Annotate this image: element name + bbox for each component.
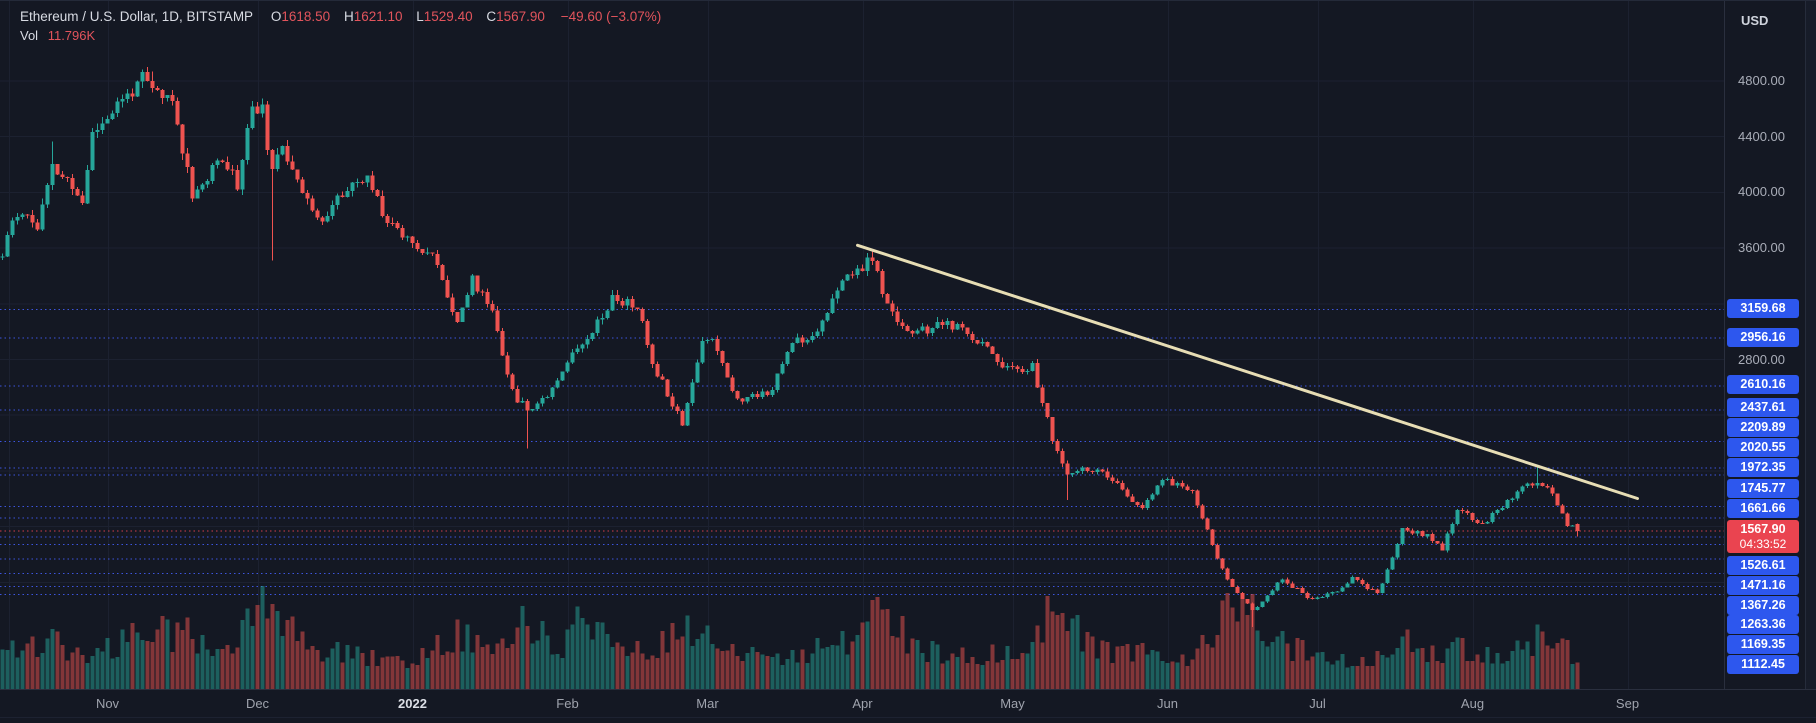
chart-legend: Ethereum / U.S. Dollar, 1D, BITSTAMP O16… xyxy=(20,9,661,43)
price-axis-label: 4000.00 xyxy=(1738,184,1785,200)
time-axis-label: Feb xyxy=(556,696,579,711)
price-axis-label: 4800.00 xyxy=(1738,73,1785,88)
time-axis-label-year: 2022 xyxy=(398,696,427,711)
price-axis-label: 3600.00 xyxy=(1738,240,1785,256)
symbol-row: Ethereum / U.S. Dollar, 1D, BITSTAMP O16… xyxy=(20,9,661,24)
time-axis-label: Jul xyxy=(1309,696,1326,711)
current-price-value: 1567.90 xyxy=(1740,522,1786,536)
time-axis-divider xyxy=(0,717,1816,718)
time-axis-label: Aug xyxy=(1460,696,1485,711)
price-level-badge[interactable]: 2610.16 xyxy=(1727,374,1799,394)
volume-value: 11.796K xyxy=(47,28,96,43)
price-level-badge[interactable]: 2437.61 xyxy=(1727,397,1799,417)
price-level-badge[interactable]: 1169.35 xyxy=(1727,634,1799,654)
price-level-badge[interactable]: 2209.89 xyxy=(1727,417,1799,437)
time-axis-label: Jun xyxy=(1157,696,1178,711)
close-value: C1567.90 xyxy=(486,9,545,24)
price-axis-label: 2800.00 xyxy=(1738,351,1785,367)
open-value: O1618.50 xyxy=(270,9,331,24)
price-level-badge[interactable]: 1471.16 xyxy=(1727,575,1799,595)
price-level-badge[interactable]: 2020.55 xyxy=(1727,437,1799,457)
trendline[interactable] xyxy=(856,243,1639,500)
time-axis-label: Nov xyxy=(95,696,120,711)
low-value: L1529.40 xyxy=(416,9,473,24)
time-axis[interactable]: Nov Dec 2022 Feb Mar Apr May Jun Jul Aug Sep xyxy=(0,689,1816,723)
price-change: −49.60 (−3.07%) xyxy=(560,9,662,24)
time-axis-label: Dec xyxy=(245,696,270,711)
time-axis-label: Sep xyxy=(1615,696,1640,711)
current-price-badge[interactable]: 1567.90 04:33:52 xyxy=(1727,520,1799,553)
price-axis-scroll-strip[interactable] xyxy=(1805,1,1816,689)
grid-lines-group xyxy=(0,1,1724,689)
high-value: H1621.10 xyxy=(343,9,403,24)
time-axis-label: Mar xyxy=(696,696,719,711)
price-level-badge[interactable]: 1661.66 xyxy=(1727,498,1799,518)
price-level-badge[interactable]: 3159.68 xyxy=(1727,298,1799,318)
price-level-badge[interactable]: 1972.35 xyxy=(1727,457,1799,477)
time-axis-label: May xyxy=(1000,696,1025,711)
volume-bars-group xyxy=(0,585,1580,689)
price-level-badge[interactable]: 2956.16 xyxy=(1727,327,1799,347)
volume-row: Vol 11.796K xyxy=(20,28,661,43)
price-axis[interactable]: USD 4800.00 4400.00 4000.00 3600.00 2800.00 3… xyxy=(1724,1,1816,689)
symbol-title[interactable]: Ethereum / U.S. Dollar, 1D, BITSTAMP xyxy=(20,9,254,24)
price-axis-label: 4400.00 xyxy=(1738,128,1785,144)
price-level-badge[interactable]: 1526.61 xyxy=(1727,555,1799,575)
volume-label: Vol xyxy=(20,28,39,43)
time-axis-label: Apr xyxy=(852,696,873,711)
price-axis-unit: USD xyxy=(1741,13,1769,28)
price-level-badge[interactable]: 1263.36 xyxy=(1727,614,1799,634)
level-lines-group xyxy=(0,308,1724,595)
price-chart-canvas[interactable] xyxy=(0,1,1724,689)
bar-countdown: 04:33:52 xyxy=(1739,537,1787,551)
price-level-badge[interactable]: 1112.45 xyxy=(1727,654,1799,674)
price-level-badge[interactable]: 1367.26 xyxy=(1727,595,1799,615)
candles-group xyxy=(0,67,1580,627)
price-level-badge[interactable]: 1745.77 xyxy=(1727,478,1799,498)
